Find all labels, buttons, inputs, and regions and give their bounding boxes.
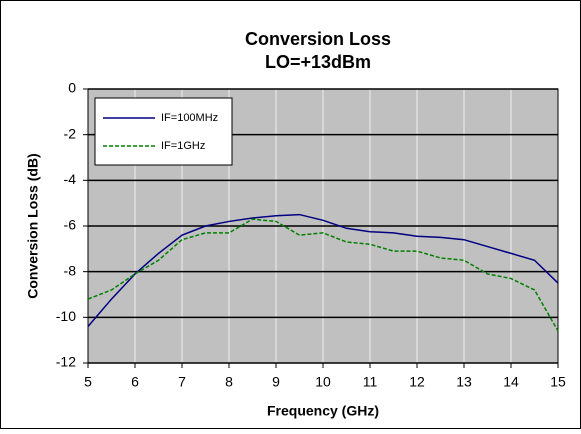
legend-label: IF=1GHz xyxy=(161,140,205,152)
y-tick-label: -4 xyxy=(64,171,77,187)
y-tick-label: -12 xyxy=(56,354,76,370)
x-tick-label: 9 xyxy=(272,374,280,390)
x-tick-label: 12 xyxy=(409,374,425,390)
x-tick-label: 6 xyxy=(131,374,139,390)
x-tick-label: 5 xyxy=(84,374,92,390)
y-tick-label: -8 xyxy=(64,262,77,278)
legend-box xyxy=(94,97,233,166)
x-axis-label: Frequency (GHz) xyxy=(267,403,379,419)
x-tick-label: 15 xyxy=(550,374,566,390)
y-tick-label: -10 xyxy=(56,308,76,324)
chart-subtitle: LO=+13dBm xyxy=(265,52,371,72)
x-tick-label: 7 xyxy=(178,374,186,390)
x-tick-label: 10 xyxy=(315,374,331,390)
legend-label: IF=100MHz xyxy=(161,112,218,124)
x-tick-label: 13 xyxy=(456,374,472,390)
chart-title: Conversion Loss xyxy=(245,29,391,49)
series-line xyxy=(87,213,559,327)
y-tick-label: 0 xyxy=(68,80,76,96)
x-tick-label: 11 xyxy=(363,374,378,390)
y-axis-label: Conversion Loss (dB) xyxy=(25,153,41,298)
series-line xyxy=(87,218,559,332)
x-tick-label: 8 xyxy=(225,374,233,390)
plot-border xyxy=(87,88,559,364)
y-tick-label: -2 xyxy=(64,125,77,141)
x-tick-label: 14 xyxy=(503,374,519,390)
y-tick-label: -6 xyxy=(64,217,77,233)
